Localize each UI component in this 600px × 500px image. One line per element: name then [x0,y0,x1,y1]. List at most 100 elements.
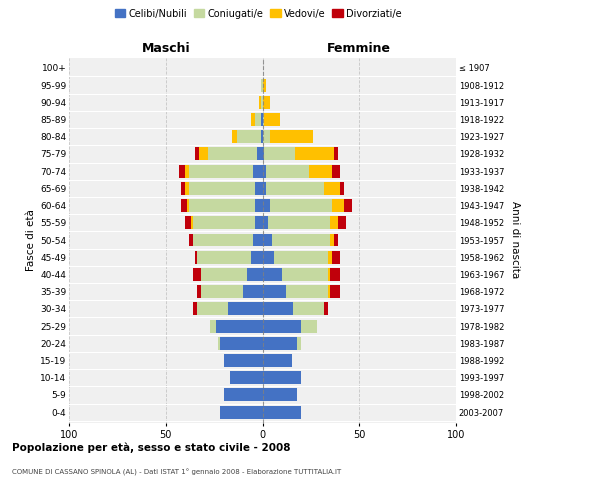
Bar [191,216,193,229]
Bar [255,216,263,229]
Bar [185,164,189,177]
Text: COMUNE DI CASSANO SPINOLA (AL) - Dati ISTAT 1° gennaio 2008 - Elaborazione TUTTI: COMUNE DI CASSANO SPINOLA (AL) - Dati IS… [12,468,341,475]
Bar [274,251,328,264]
Bar [263,285,286,298]
Bar [298,337,301,350]
Bar [253,234,263,246]
Bar [263,164,266,177]
Bar [263,182,266,195]
Bar [334,148,338,160]
Text: Maschi: Maschi [142,42,190,55]
Bar [195,251,197,264]
Bar [200,268,247,281]
Bar [200,285,243,298]
Bar [189,234,193,246]
Bar [263,372,301,384]
Bar [255,182,263,195]
Bar [263,302,293,316]
Bar [263,406,301,418]
Bar [334,234,338,246]
Bar [224,388,263,402]
Bar [263,251,274,264]
Bar [189,164,253,177]
Bar [295,148,334,160]
Bar [243,285,263,298]
Y-axis label: Anni di nascita: Anni di nascita [510,202,520,278]
Bar [257,148,263,160]
Bar [263,148,265,160]
Bar [251,251,263,264]
Bar [193,268,200,281]
Bar [330,234,334,246]
Bar [193,216,255,229]
Bar [216,320,263,332]
Bar [332,251,340,264]
Bar [260,113,263,126]
Bar [340,182,344,195]
Bar [255,113,260,126]
Bar [193,302,197,316]
Text: Femmine: Femmine [327,42,391,55]
Bar [259,96,260,108]
Bar [260,130,263,143]
Bar [181,182,185,195]
Bar [266,182,325,195]
Bar [325,182,340,195]
Bar [253,164,263,177]
Bar [179,164,185,177]
Bar [260,78,263,92]
Bar [263,216,268,229]
Bar [265,148,295,160]
Bar [293,302,325,316]
Text: Popolazione per età, sesso e stato civile - 2008: Popolazione per età, sesso e stato civil… [12,442,290,453]
Bar [230,372,263,384]
Bar [263,113,265,126]
Bar [189,182,255,195]
Bar [197,285,200,298]
Bar [272,234,330,246]
Legend: Celibi/Nubili, Coniugati/e, Vedovi/e, Divorziati/e: Celibi/Nubili, Coniugati/e, Vedovi/e, Di… [111,5,405,22]
Bar [220,337,263,350]
Bar [328,285,330,298]
Bar [265,113,280,126]
Bar [185,216,191,229]
Bar [260,96,263,108]
Bar [328,268,330,281]
Bar [325,302,328,316]
Bar [266,164,309,177]
Bar [332,164,340,177]
Bar [330,268,340,281]
Bar [286,285,328,298]
Bar [181,199,187,212]
Bar [330,216,338,229]
Bar [344,199,352,212]
Bar [263,388,298,402]
Bar [195,148,199,160]
Bar [197,251,251,264]
Bar [189,199,255,212]
Bar [330,285,340,298]
Bar [187,199,189,212]
Bar [301,320,317,332]
Bar [263,78,266,92]
Bar [232,130,238,143]
Y-axis label: Fasce di età: Fasce di età [26,209,36,271]
Bar [263,268,282,281]
Bar [227,302,263,316]
Bar [282,268,328,281]
Bar [247,268,263,281]
Bar [263,130,270,143]
Bar [220,406,263,418]
Bar [255,199,263,212]
Bar [338,216,346,229]
Bar [210,320,216,332]
Bar [309,164,332,177]
Bar [263,337,298,350]
Bar [185,182,189,195]
Bar [238,130,260,143]
Bar [268,216,330,229]
Bar [263,234,272,246]
Bar [270,130,313,143]
Bar [332,199,344,212]
Bar [208,148,257,160]
